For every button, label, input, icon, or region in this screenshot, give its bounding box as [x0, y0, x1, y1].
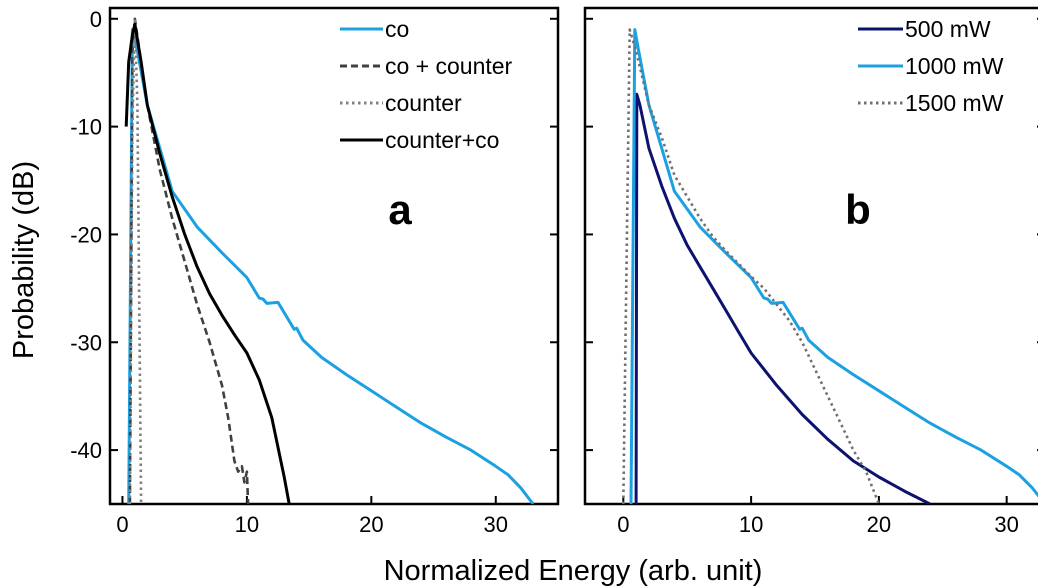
series-line-counter-co: [124, 22, 291, 504]
panel-a-series: [124, 17, 535, 504]
legend-label: 500 mW: [905, 16, 991, 42]
series-line-500-mw: [634, 92, 931, 504]
y-tick-label: -40: [70, 438, 102, 463]
panel-a-frame: [108, 6, 560, 506]
panel-b-series: [622, 28, 1038, 504]
panel-b-ticks: 0 10 20 30: [585, 17, 1038, 537]
panel-b-letter: b: [845, 186, 871, 233]
x-tick-label: 0: [617, 512, 629, 537]
panel-a-letter: a: [388, 186, 412, 233]
series-line-counter: [128, 17, 143, 504]
series-line-1000-mw: [629, 28, 1038, 504]
x-tick-label: 30: [484, 512, 508, 537]
legend-label: co + counter: [385, 53, 513, 79]
legend-label: counter: [385, 90, 462, 116]
x-tick-label: 20: [359, 512, 383, 537]
x-tick-label: 0: [116, 512, 128, 537]
series-line-co: [127, 28, 535, 504]
legend-label: counter+co: [385, 127, 499, 153]
panel-a: 0 10 20 30 0 -10 -20 -30 -40 co co + counter count…: [70, 6, 560, 537]
y-axis-title: Probability (dB): [8, 161, 40, 359]
panel-b-legend: 500 mW 1000 mW 1500 mW: [858, 16, 1004, 116]
panel-a-ticks: 0 10 20 30 0 -10 -20 -30 -40: [70, 7, 558, 537]
legend-label: 1500 mW: [905, 90, 1004, 116]
legend-label: 1000 mW: [905, 53, 1004, 79]
x-axis-title: Normalized Energy (arb. unit): [384, 555, 763, 587]
y-tick-label: -30: [70, 330, 102, 355]
y-tick-label: -20: [70, 222, 102, 247]
x-tick-label: 10: [235, 512, 259, 537]
panel-b: 0 10 20 30 500 mW 1000 mW 1500 mW b: [583, 6, 1038, 537]
y-tick-label: 0: [90, 7, 102, 32]
legend-label: co: [385, 16, 409, 42]
x-tick-label: 20: [867, 512, 891, 537]
panel-b-frame: [583, 6, 1038, 506]
x-tick-label: 30: [994, 512, 1018, 537]
series-line-1500-mw: [622, 28, 881, 504]
panel-a-legend: co co + counter counter counter+co: [340, 16, 513, 153]
x-tick-label: 10: [739, 512, 763, 537]
y-tick-label: -10: [70, 115, 102, 140]
